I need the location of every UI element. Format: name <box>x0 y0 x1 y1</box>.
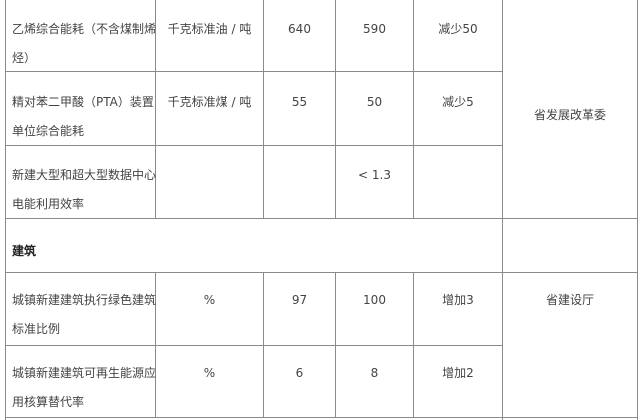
border <box>5 145 502 146</box>
target-cell: 8 <box>370 366 379 380</box>
border <box>263 272 264 417</box>
border <box>637 0 638 420</box>
border <box>263 0 264 218</box>
department-cell: 省发展改革委 <box>533 108 606 122</box>
border <box>5 417 638 418</box>
border <box>5 71 502 72</box>
border <box>502 0 503 420</box>
border <box>5 218 638 219</box>
unit-cell: 千克标准油 / 吨 <box>167 22 252 36</box>
border <box>155 0 156 218</box>
indicator-name: 精对苯二甲酸（PTA）装置 <box>12 95 154 109</box>
border <box>335 272 336 417</box>
indicator-name: 标准比例 <box>12 322 61 336</box>
indicator-name: 城镇新建建筑执行绿色建筑 <box>12 293 157 307</box>
target-cell: 100 <box>363 293 386 307</box>
section-heading: 建筑 <box>12 244 37 258</box>
border <box>335 0 336 218</box>
border <box>5 0 6 420</box>
unit-cell: 千克标准煤 / 吨 <box>167 95 252 109</box>
indicator-name: 用核算替代率 <box>12 395 85 409</box>
indicator-name: 新建大型和超大型数据中心 <box>12 168 157 182</box>
department-cell: 省建设厅 <box>545 293 594 307</box>
indicator-name: 电能利用效率 <box>12 197 85 211</box>
indicator-name: 烃） <box>12 51 37 65</box>
border <box>155 272 156 417</box>
unit-cell: % <box>203 366 216 380</box>
indicator-name: 城镇新建建筑可再生能源应 <box>12 366 157 380</box>
border <box>5 345 502 346</box>
indicator-name: 单位综合能耗 <box>12 124 85 138</box>
unit-cell: % <box>203 293 216 307</box>
target-cell: 590 <box>363 22 386 36</box>
base-cell: 640 <box>288 22 311 36</box>
border <box>5 272 638 273</box>
change-cell: 减少5 <box>442 95 474 109</box>
change-cell: 减少50 <box>438 22 478 36</box>
indicator-name: 乙烯综合能耗（不含煤制烯 <box>12 22 157 36</box>
base-cell: 55 <box>291 95 308 109</box>
base-cell: 97 <box>291 293 308 307</box>
border <box>413 0 414 218</box>
border <box>413 272 414 417</box>
target-cell: 50 <box>366 95 383 109</box>
change-cell: 增加2 <box>442 366 474 380</box>
target-cell: < 1.3 <box>358 168 391 182</box>
base-cell: 6 <box>295 366 304 380</box>
change-cell: 增加3 <box>442 293 474 307</box>
